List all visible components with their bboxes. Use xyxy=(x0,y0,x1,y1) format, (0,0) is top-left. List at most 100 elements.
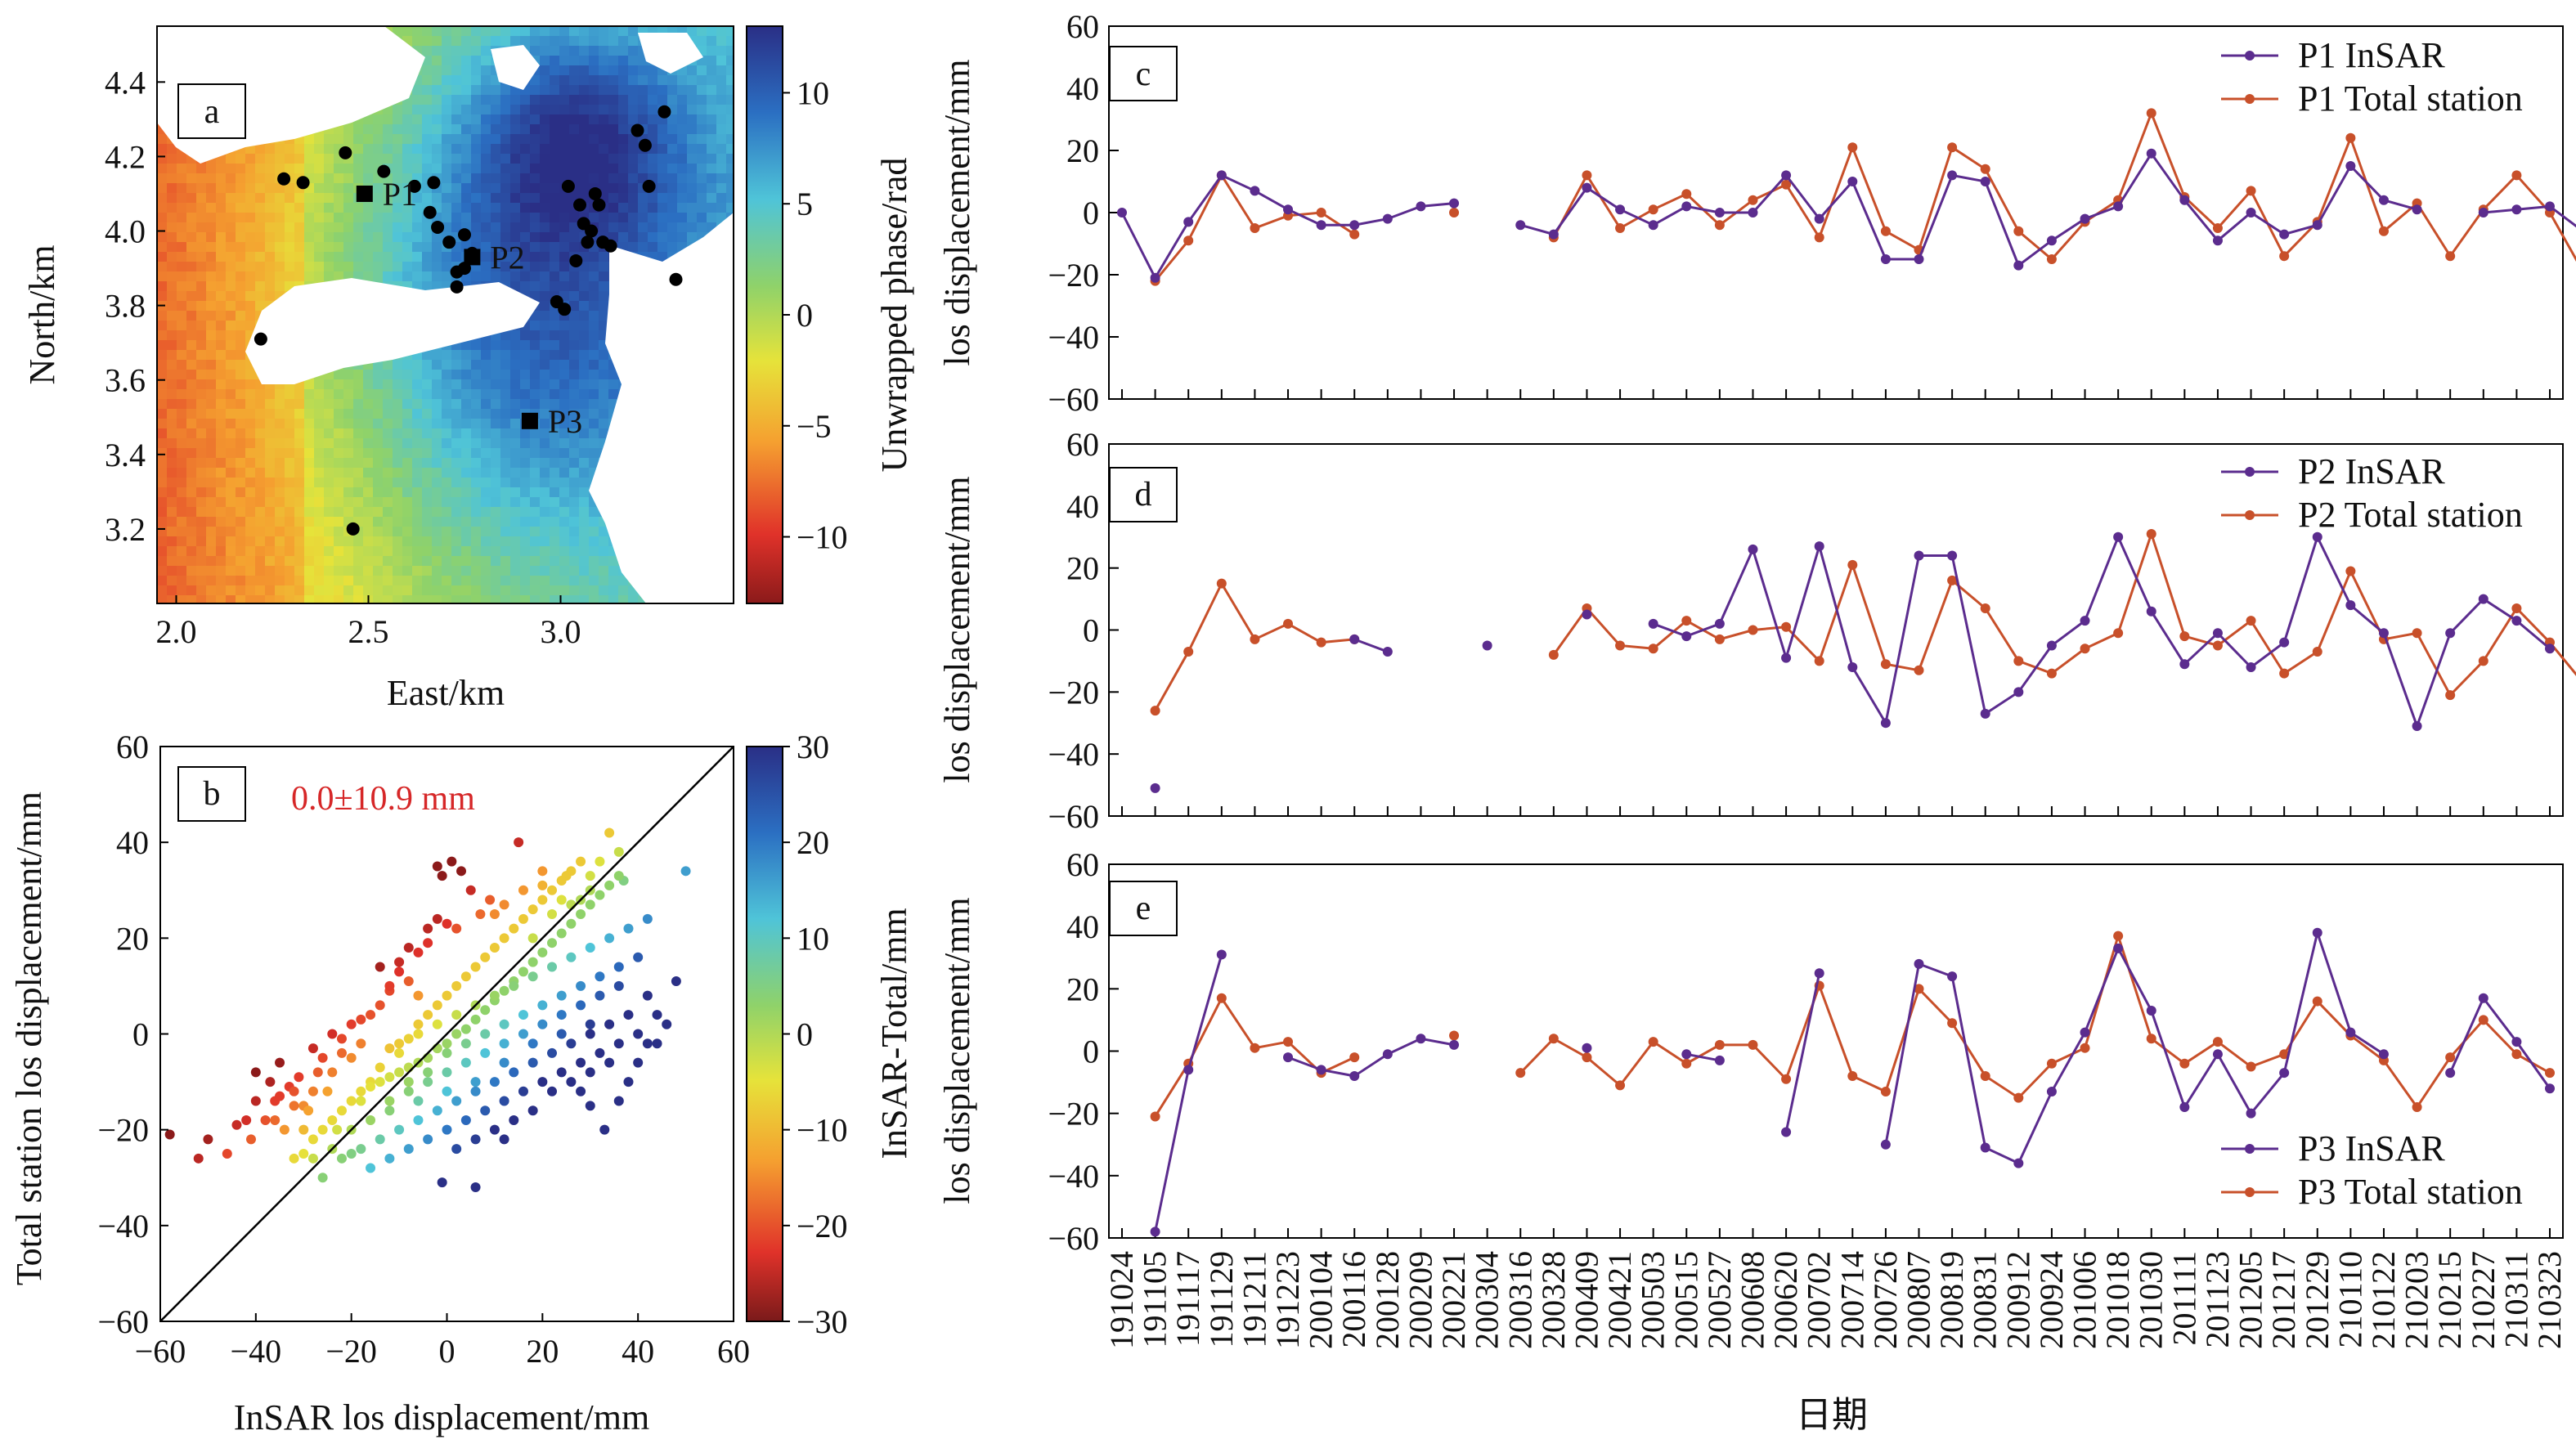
phase-cell xyxy=(451,75,461,85)
phase-cell xyxy=(353,478,363,487)
phase-cell xyxy=(481,360,491,370)
phase-cell xyxy=(481,36,491,46)
scatter-point xyxy=(289,1153,299,1164)
phase-cell xyxy=(383,428,393,438)
phase-cell xyxy=(265,144,275,154)
scatter-point xyxy=(423,938,433,948)
phase-cell xyxy=(393,517,402,527)
station-dot xyxy=(346,522,360,536)
phase-cell xyxy=(579,448,589,458)
phase-cell xyxy=(540,487,550,497)
phase-cell xyxy=(285,183,294,193)
scatter-point xyxy=(499,1134,509,1145)
phase-cell xyxy=(550,576,559,585)
phase-cell xyxy=(579,85,589,95)
phase-cell xyxy=(255,468,265,478)
phase-cell xyxy=(716,26,726,36)
phase-cell xyxy=(167,428,177,438)
phase-cell xyxy=(707,164,716,173)
x-axis-title: InSAR los displacement/mm xyxy=(234,1397,649,1437)
phase-cell xyxy=(432,134,442,144)
phase-cell xyxy=(412,419,422,428)
phase-cell xyxy=(177,370,186,379)
y-tick-label: 3.4 xyxy=(105,437,146,473)
phase-cell xyxy=(245,409,255,419)
phase-cell xyxy=(618,213,628,222)
phase-cell xyxy=(500,105,510,114)
phase-cell xyxy=(373,370,383,379)
phase-cell xyxy=(510,232,520,242)
phase-cell xyxy=(186,213,196,222)
scatter-point xyxy=(437,871,447,881)
phase-cell xyxy=(471,448,481,458)
phase-cell xyxy=(304,497,314,507)
phase-cell xyxy=(491,124,500,134)
data-point-total xyxy=(2046,668,2057,679)
phase-cell xyxy=(304,262,314,271)
phase-cell xyxy=(422,46,432,56)
station-dot xyxy=(277,172,291,186)
data-point-total xyxy=(1947,142,1958,153)
phase-cell xyxy=(157,321,167,330)
phase-cell xyxy=(550,144,559,154)
phase-cell xyxy=(245,213,255,222)
data-point-insar xyxy=(1382,1049,1393,1060)
scatter-point xyxy=(480,1047,491,1058)
phase-cell xyxy=(314,419,324,428)
phase-cell xyxy=(167,468,177,478)
scatter-point xyxy=(623,1010,634,1020)
data-point-total xyxy=(1582,170,1592,181)
scatter-point xyxy=(460,1057,471,1068)
date-tick-label: 200527 xyxy=(1701,1251,1738,1349)
phase-cell xyxy=(373,576,383,585)
phase-cell xyxy=(167,527,177,536)
phase-cell xyxy=(402,468,412,478)
phase-cell xyxy=(471,399,481,409)
phase-cell xyxy=(530,370,540,379)
phase-cell xyxy=(599,26,608,36)
phase-cell xyxy=(245,173,255,183)
station-dot xyxy=(431,220,445,234)
data-point-total xyxy=(2445,251,2456,262)
data-point-total xyxy=(2412,628,2422,639)
phase-cell xyxy=(500,497,510,507)
phase-cell xyxy=(186,595,196,603)
phase-cell xyxy=(540,468,550,478)
phase-cell xyxy=(206,222,216,232)
phase-cell xyxy=(186,497,196,507)
phase-cell xyxy=(432,56,442,65)
phase-cell xyxy=(373,419,383,428)
phase-cell xyxy=(383,124,393,134)
data-point-total xyxy=(1947,575,1958,585)
phase-cell xyxy=(226,350,236,360)
phase-cell xyxy=(599,144,608,154)
scatter-point xyxy=(222,1148,232,1159)
phase-cell xyxy=(520,546,530,556)
phase-cell xyxy=(314,173,324,183)
phase-cell xyxy=(177,213,186,222)
phase-cell xyxy=(599,56,608,65)
phase-cell xyxy=(196,203,206,213)
y-axis-title: los displacement/mm xyxy=(937,476,977,783)
phase-cell xyxy=(294,468,304,478)
phase-cell xyxy=(402,232,412,242)
phase-cell xyxy=(579,428,589,438)
phase-cell xyxy=(265,478,275,487)
phase-cell xyxy=(510,26,520,36)
phase-cell xyxy=(491,164,500,173)
phase-cell xyxy=(245,536,255,546)
phase-cell xyxy=(540,595,550,603)
phase-cell xyxy=(304,419,314,428)
point-label: P3 xyxy=(548,403,582,440)
phase-cell xyxy=(353,595,363,603)
phase-cell xyxy=(177,222,186,232)
phase-cell xyxy=(275,576,285,585)
phase-cell xyxy=(530,173,540,183)
data-point-total xyxy=(1681,616,1692,626)
phase-cell xyxy=(461,507,471,517)
phase-cell xyxy=(687,75,697,85)
phase-cell xyxy=(206,566,216,576)
phase-cell xyxy=(608,173,618,183)
phase-cell xyxy=(334,203,343,213)
